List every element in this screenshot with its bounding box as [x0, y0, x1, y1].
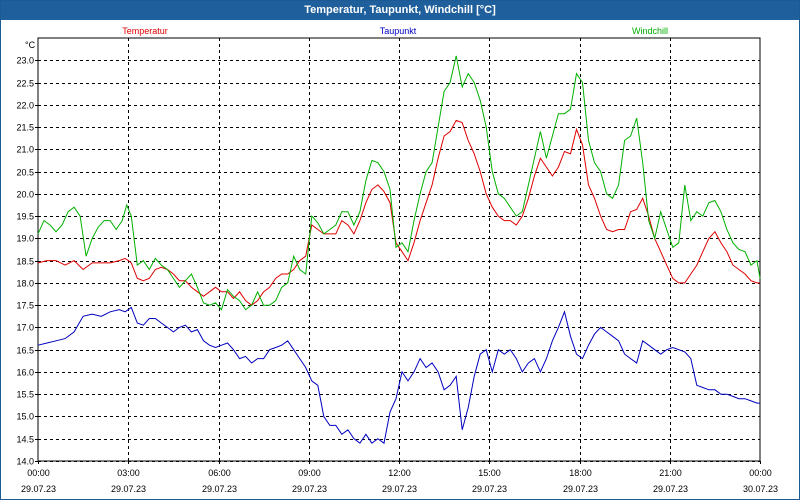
y-tick-label: 21.0	[16, 145, 34, 155]
series-line-temperatur	[37, 119, 760, 306]
y-tick-label: 14.5	[16, 435, 34, 445]
legend: Temperatur Taupunkt Windchill	[122, 26, 668, 36]
y-tick-label: 15.0	[16, 412, 34, 422]
x-tick-time: 21:00	[659, 468, 682, 478]
x-tick-time: 15:00	[478, 468, 501, 478]
x-tick-time: 18:00	[569, 468, 592, 478]
legend-temperatur: Temperatur	[122, 26, 168, 36]
x-axis: 00:00 29.07.23 03:00 29.07.23 06:00 29.07.23 0…	[21, 461, 778, 494]
legend-windchill: Windchill	[632, 26, 668, 36]
series-line-taupunkt	[37, 306, 760, 445]
y-tick-label: 16.5	[16, 346, 34, 356]
x-tick-time: 00:00	[27, 468, 50, 478]
x-tick-time: 03:00	[117, 468, 140, 478]
y-tick-label: 16.0	[16, 368, 34, 378]
y-tick-label: 23.0	[16, 56, 34, 66]
x-tick-date: 29.07.23	[111, 484, 146, 494]
x-tick-date: 30.07.23	[743, 484, 778, 494]
series-line-windchill	[37, 55, 761, 311]
y-tick-label: 18.0	[16, 279, 34, 289]
y-tick-label: 17.5	[16, 301, 34, 311]
x-tick-date: 29.07.23	[292, 484, 327, 494]
x-tick-date: 29.07.23	[472, 484, 507, 494]
y-tick-label: 14.0	[16, 457, 34, 467]
y-tick-label: 21.5	[16, 123, 34, 133]
x-tick-time: 06:00	[208, 468, 231, 478]
y-tick-label: 19.5	[16, 212, 34, 222]
x-tick-time: 09:00	[298, 468, 321, 478]
x-tick-date: 29.07.23	[202, 484, 237, 494]
x-tick-date: 29.07.23	[653, 484, 688, 494]
y-tick-label: 22.0	[16, 101, 34, 111]
y-tick-label: 22.5	[16, 79, 34, 89]
y-tick-label: 20.0	[16, 190, 34, 200]
y-tick-label: 19.0	[16, 234, 34, 244]
chart-title-bar: Temperatur, Taupunkt, Windchill [°C]	[1, 1, 799, 20]
x-tick-date: 29.07.23	[21, 484, 56, 494]
y-axis-label: °C	[25, 40, 36, 50]
x-tick-time: 00:00	[749, 468, 772, 478]
series-group	[37, 55, 761, 445]
y-tick-label: 15.5	[16, 390, 34, 400]
y-tick-label: 20.5	[16, 168, 34, 178]
x-tick-date: 29.07.23	[382, 484, 417, 494]
y-tick-label: 18.5	[16, 257, 34, 267]
x-tick-time: 12:00	[388, 468, 411, 478]
legend-taupunkt: Taupunkt	[380, 26, 417, 36]
x-tick-date: 29.07.23	[563, 484, 598, 494]
y-tick-label: 17.0	[16, 323, 34, 333]
y-axis: 14.0 14.5 15.0 15.5 16.0 16.5 17.0 17.5 18.0 18.5…	[16, 56, 38, 467]
